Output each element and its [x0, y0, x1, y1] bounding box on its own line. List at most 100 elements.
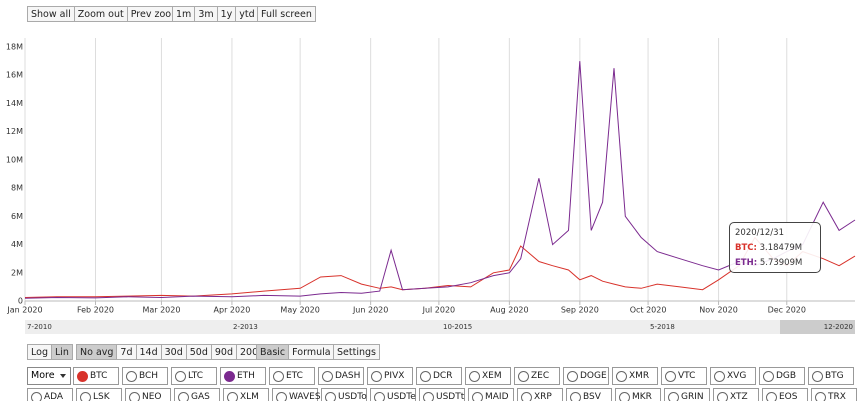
- coin-label: XVG: [727, 371, 747, 381]
- more-select[interactable]: More: [27, 367, 71, 385]
- button[interactable]: Formula: [288, 344, 335, 360]
- radio[interactable]: [472, 391, 483, 401]
- radio[interactable]: [80, 391, 91, 401]
- button[interactable]: Zoom out: [73, 6, 128, 22]
- radio[interactable]: [518, 370, 529, 382]
- radio[interactable]: [616, 370, 627, 382]
- radio[interactable]: [325, 391, 336, 401]
- button[interactable]: 1y: [216, 6, 237, 22]
- coin-label: TRX: [828, 392, 846, 401]
- button[interactable]: 3m: [194, 6, 218, 22]
- radio[interactable]: [717, 391, 728, 401]
- coin-toggle[interactable]: GRIN: [664, 388, 710, 401]
- coin-label: NEO: [142, 392, 162, 401]
- radio[interactable]: [668, 391, 679, 401]
- coin-toggle[interactable]: XRP: [517, 388, 563, 401]
- coin-toggle[interactable]: GAS: [174, 388, 220, 401]
- radio[interactable]: [273, 370, 284, 382]
- coin-toggle[interactable]: DGB: [759, 367, 805, 385]
- radio[interactable]: [567, 370, 578, 382]
- coin-toggle[interactable]: USDTe: [370, 388, 416, 401]
- radio[interactable]: [815, 391, 826, 401]
- coin-toggle[interactable]: ADA: [27, 388, 73, 401]
- radio[interactable]: [31, 391, 42, 401]
- button[interactable]: Basic: [256, 344, 290, 360]
- coin-toggle[interactable]: VTC: [661, 367, 707, 385]
- radio[interactable]: [227, 391, 238, 401]
- coin-label: ETC: [286, 371, 303, 381]
- radio[interactable]: [812, 370, 823, 382]
- x-tick-label: Aug 2020: [490, 306, 529, 315]
- coin-toggle[interactable]: ZEC: [514, 367, 560, 385]
- x-tick-label: Dec 2020: [768, 306, 806, 315]
- coin-toggle[interactable]: MAID: [468, 388, 514, 401]
- radio[interactable]: [77, 370, 88, 382]
- radio[interactable]: [420, 370, 431, 382]
- coin-toggle[interactable]: ETH: [220, 367, 266, 385]
- radio[interactable]: [175, 370, 186, 382]
- coin-toggle[interactable]: WAVES: [272, 388, 321, 401]
- button[interactable]: 90d: [210, 344, 237, 360]
- radio[interactable]: [178, 391, 189, 401]
- coin-label: XMR: [629, 371, 650, 381]
- button[interactable]: Full screen: [257, 6, 316, 22]
- coin-toggle[interactable]: LTC: [171, 367, 217, 385]
- radio[interactable]: [521, 391, 532, 401]
- coin-toggle[interactable]: TRX: [811, 388, 857, 401]
- coin-toggle[interactable]: BSV: [566, 388, 612, 401]
- coin-toggle[interactable]: USDTt: [419, 388, 465, 401]
- radio[interactable]: [714, 370, 725, 382]
- coin-label: USDTt: [436, 392, 465, 401]
- radio[interactable]: [224, 370, 235, 382]
- coin-toggle[interactable]: DASH: [318, 367, 364, 385]
- radio[interactable]: [126, 370, 137, 382]
- button[interactable]: 14d: [135, 344, 162, 360]
- coin-toggle[interactable]: XMR: [612, 367, 658, 385]
- button[interactable]: No avg: [76, 344, 118, 360]
- radio[interactable]: [766, 391, 777, 401]
- radio[interactable]: [469, 370, 480, 382]
- x-tick-label: Feb 2020: [77, 306, 114, 315]
- coin-toggle[interactable]: ETC: [269, 367, 315, 385]
- radio[interactable]: [763, 370, 774, 382]
- coin-toggle[interactable]: DOGE: [563, 367, 609, 385]
- button[interactable]: 1m: [172, 6, 196, 22]
- button[interactable]: Log: [27, 344, 52, 360]
- navigator-label: 7-2010: [27, 323, 52, 331]
- coin-toggle[interactable]: XVG: [710, 367, 756, 385]
- coin-toggle[interactable]: DCR: [416, 367, 462, 385]
- coin-label: BCH: [139, 371, 159, 381]
- radio[interactable]: [619, 391, 630, 401]
- radio[interactable]: [665, 370, 676, 382]
- coin-toggle[interactable]: MKR: [615, 388, 661, 401]
- chart: 0 2M 4M 6M 8M 10M 12M 14M 16M 18M Jan 2020 Feb 2020…: [6, 38, 856, 334]
- navigator: [25, 320, 855, 334]
- coin-toggle[interactable]: XEM: [465, 367, 511, 385]
- button[interactable]: Lin: [50, 344, 73, 360]
- radio[interactable]: [374, 391, 385, 401]
- coin-toggle[interactable]: BTG: [808, 367, 854, 385]
- coin-toggle[interactable]: LSK: [76, 388, 122, 401]
- radio[interactable]: [423, 391, 434, 401]
- radio[interactable]: [276, 391, 287, 401]
- button[interactable]: 50d: [185, 344, 212, 360]
- coin-toggle[interactable]: NEO: [125, 388, 171, 401]
- coin-toggle[interactable]: BCH: [122, 367, 168, 385]
- button[interactable]: ytd: [235, 6, 259, 22]
- radio[interactable]: [371, 370, 382, 382]
- radio[interactable]: [129, 391, 140, 401]
- coin-label: USDTe: [387, 392, 416, 401]
- coin-toggle[interactable]: USDTo: [321, 388, 367, 401]
- coin-toggle[interactable]: PIVX: [367, 367, 413, 385]
- button[interactable]: Settings: [333, 344, 380, 360]
- radio[interactable]: [570, 391, 581, 401]
- button[interactable]: Show all: [27, 6, 75, 22]
- radio[interactable]: [322, 370, 333, 382]
- coin-toggle[interactable]: EOS: [762, 388, 808, 401]
- button[interactable]: 7d: [116, 344, 137, 360]
- coin-toggle[interactable]: BTC: [73, 367, 119, 385]
- coin-toggle[interactable]: XTZ: [713, 388, 759, 401]
- navigator-selection: [780, 320, 855, 334]
- button[interactable]: 30d: [160, 344, 187, 360]
- coin-toggle[interactable]: XLM: [223, 388, 269, 401]
